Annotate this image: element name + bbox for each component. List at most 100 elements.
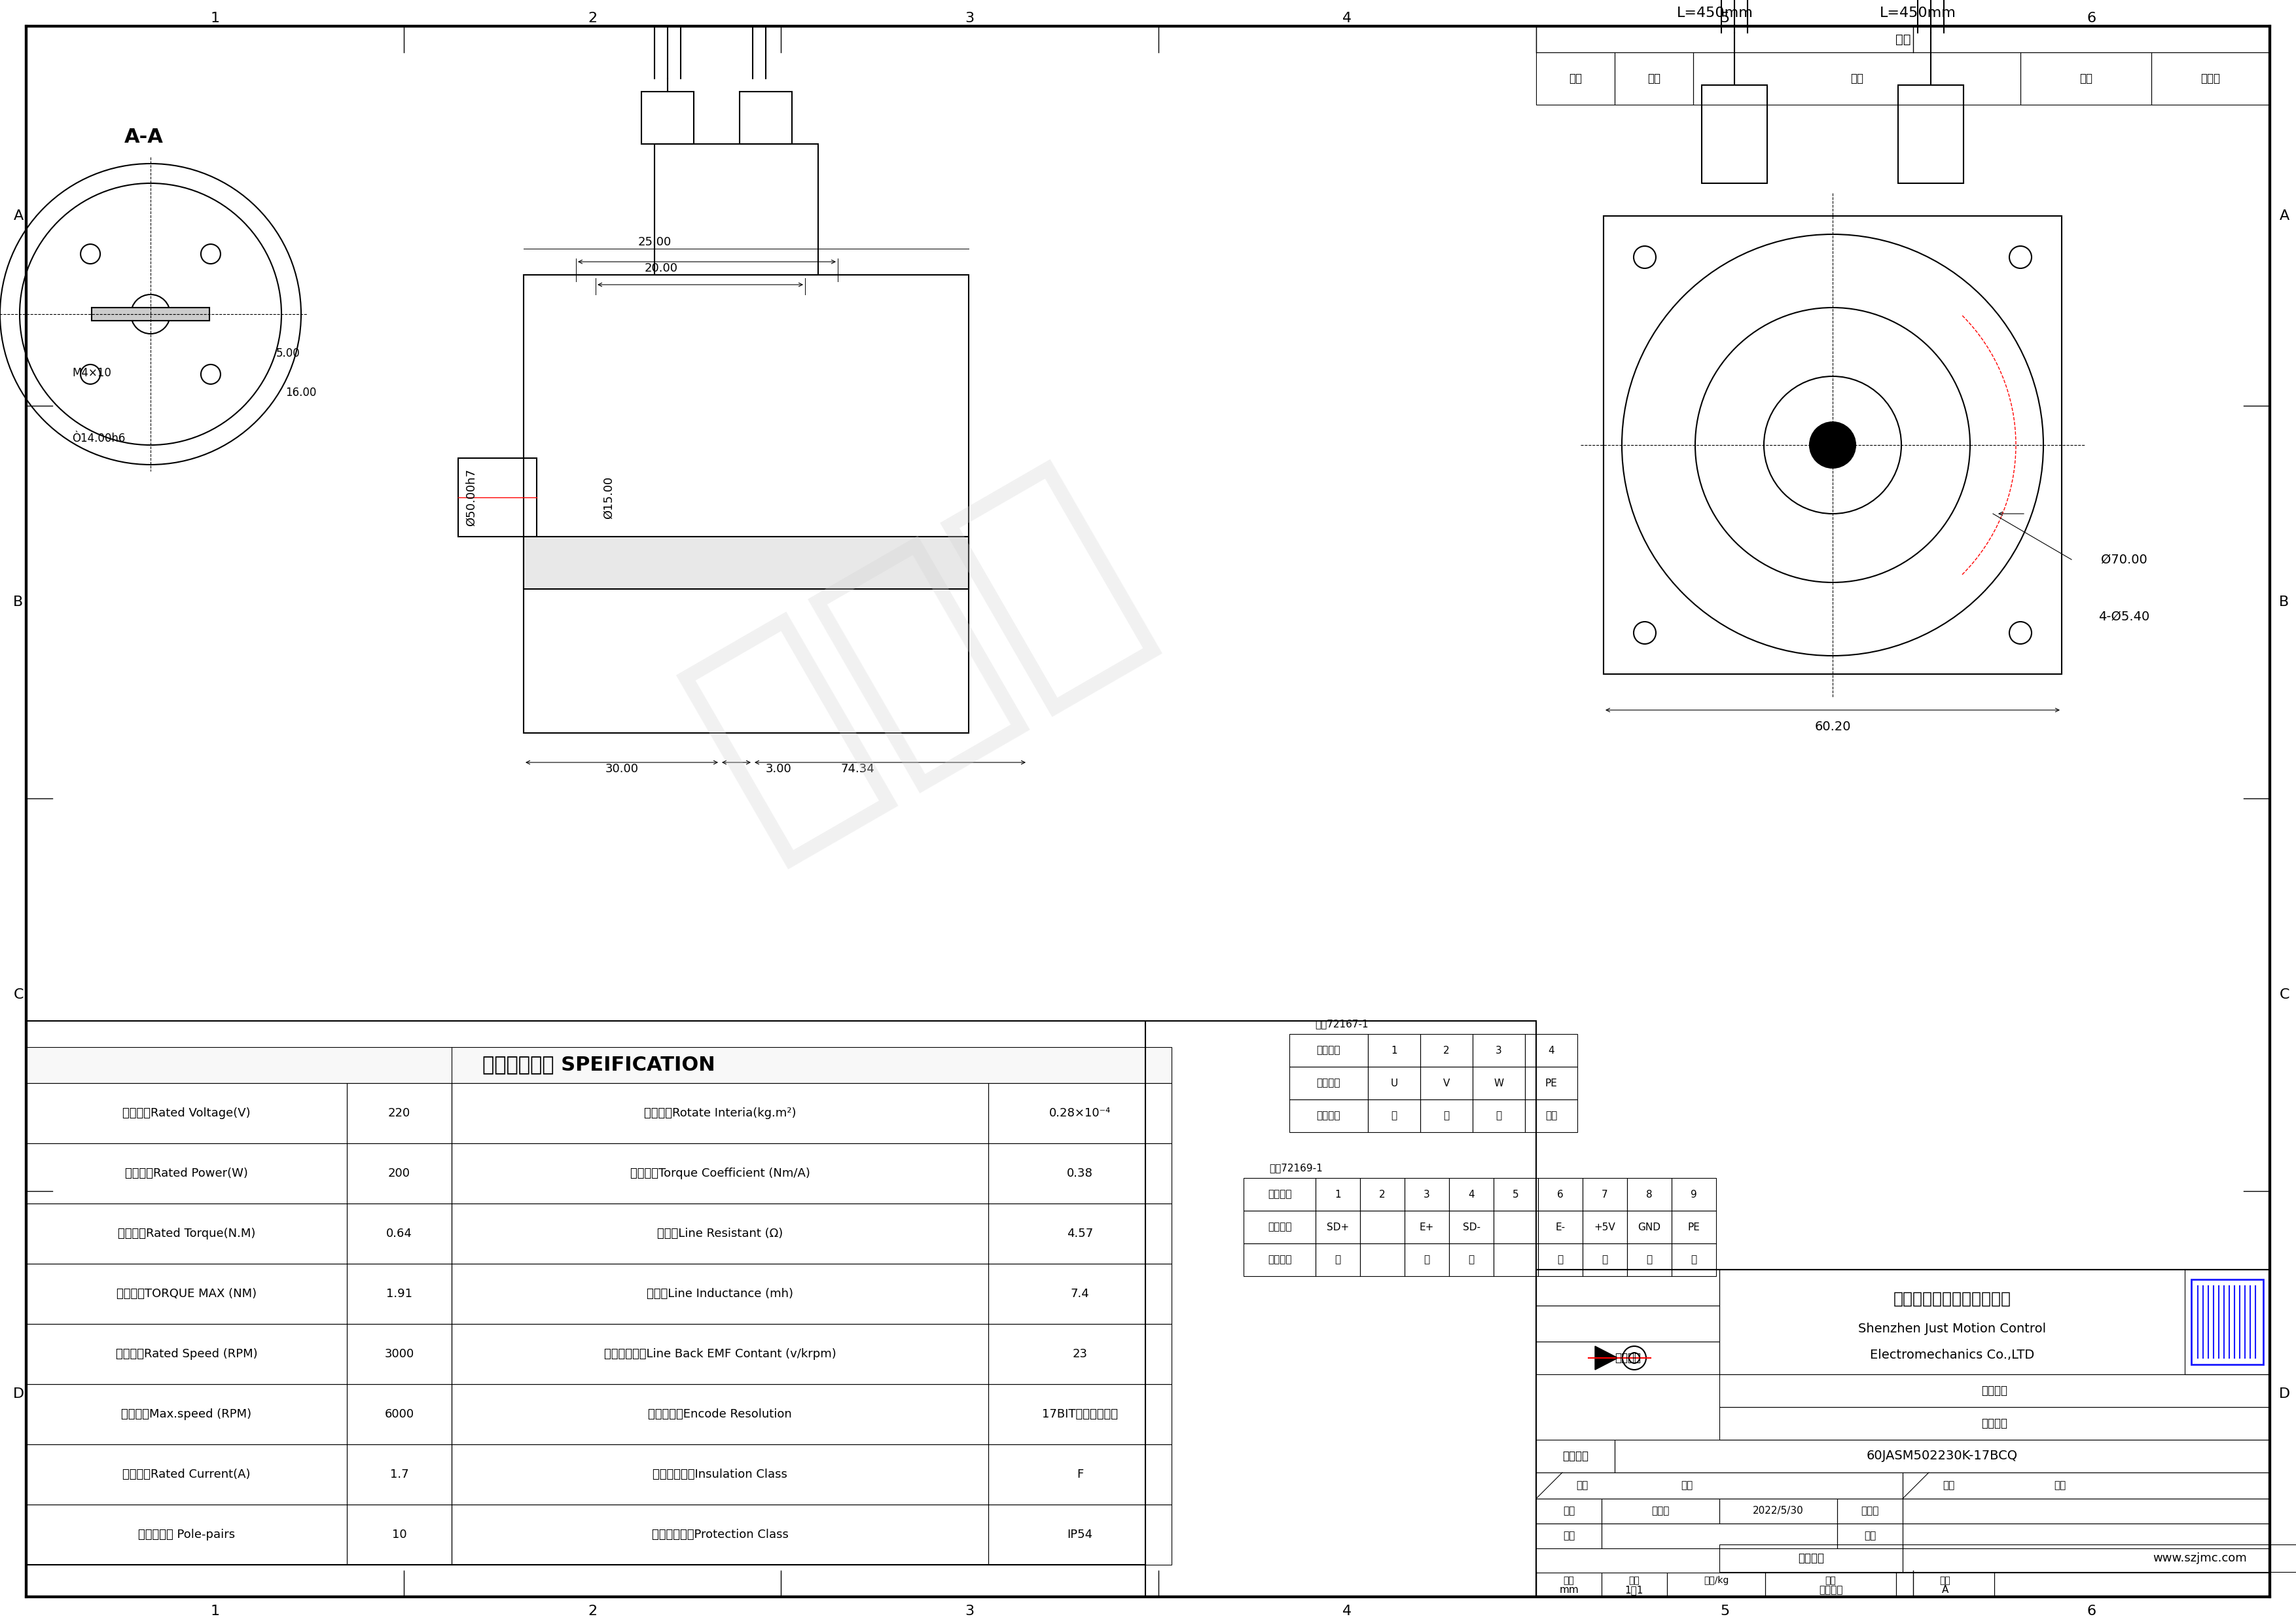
Text: 黄绻: 黄绻 <box>1545 1110 1557 1121</box>
Bar <box>452 1143 987 1204</box>
Bar <box>92 308 209 321</box>
Text: 版本: 版本 <box>1940 1576 1952 1586</box>
Text: 颜色定义: 颜色定义 <box>1267 1255 1290 1264</box>
Text: 3: 3 <box>1495 1045 1502 1055</box>
Text: 220: 220 <box>388 1107 411 1120</box>
Text: 金: 金 <box>1690 1255 1697 1264</box>
Text: GND: GND <box>1637 1222 1660 1232</box>
Text: 20.00: 20.00 <box>645 263 677 274</box>
Bar <box>1628 1243 1671 1276</box>
Bar <box>1472 1034 1525 1066</box>
Text: 2: 2 <box>588 1605 597 1618</box>
Bar <box>347 1143 452 1204</box>
Text: 10: 10 <box>393 1529 406 1540</box>
Text: 1.91: 1.91 <box>386 1289 413 1300</box>
Bar <box>1536 1573 1603 1597</box>
Text: 第张共张: 第张共张 <box>1818 1586 1844 1595</box>
Text: 杰美康: 杰美康 <box>657 433 1176 876</box>
Text: 2: 2 <box>1444 1045 1449 1055</box>
Text: A: A <box>14 209 23 222</box>
Bar <box>1538 1243 1582 1276</box>
Bar <box>347 1324 452 1384</box>
Text: Ø15.00: Ø15.00 <box>604 476 615 519</box>
Text: 6000: 6000 <box>383 1409 413 1420</box>
Text: W: W <box>1495 1078 1504 1087</box>
Text: 安膁72167-1: 安膁72167-1 <box>1316 1019 1368 1029</box>
Bar <box>459 458 537 537</box>
Bar <box>452 1444 987 1505</box>
Text: www.szjmc.com: www.szjmc.com <box>2154 1552 2248 1565</box>
Text: 李章锋: 李章锋 <box>1651 1506 1669 1516</box>
Text: 红: 红 <box>1603 1255 1607 1264</box>
Text: 2: 2 <box>1380 1190 1384 1199</box>
Text: 单位: 单位 <box>1564 1576 1575 1586</box>
Text: 信号引线: 信号引线 <box>1316 1078 1341 1087</box>
Bar <box>1316 1211 1359 1243</box>
Text: 公司网址: 公司网址 <box>1798 1552 1823 1565</box>
Text: 60JASM502230K-17BCQ: 60JASM502230K-17BCQ <box>1867 1449 2018 1462</box>
Bar <box>1421 1066 1472 1099</box>
Text: 0.38: 0.38 <box>1068 1167 1093 1180</box>
Text: 200: 200 <box>388 1167 411 1180</box>
Bar <box>1899 84 1963 183</box>
Text: 4: 4 <box>1343 1605 1352 1618</box>
Text: 修订人: 修订人 <box>2202 73 2220 84</box>
Text: PE: PE <box>1545 1078 1557 1087</box>
Text: 工艺: 工艺 <box>1864 1530 1876 1540</box>
Bar <box>1667 1573 1766 1597</box>
Bar <box>1290 1066 1368 1099</box>
Text: 修订: 修订 <box>1649 73 1660 84</box>
Bar <box>523 274 969 734</box>
Text: 8: 8 <box>1646 1190 1653 1199</box>
Bar <box>987 1505 1171 1565</box>
Bar <box>1536 1472 1903 1498</box>
Bar <box>1614 1440 2271 1472</box>
Bar <box>347 1083 452 1143</box>
Text: 电机绝缘等级Insulation Class: 电机绝缘等级Insulation Class <box>652 1469 788 1480</box>
Bar <box>1472 1066 1525 1099</box>
Bar <box>1720 1498 1837 1524</box>
Bar <box>1405 1178 1449 1211</box>
Bar <box>1582 1178 1628 1211</box>
Bar <box>1536 1524 1603 1548</box>
Bar <box>987 1384 1171 1444</box>
Bar <box>1671 1243 1715 1276</box>
Text: 产品名称: 产品名称 <box>1981 1417 2007 1430</box>
Text: 30.00: 30.00 <box>606 763 638 774</box>
Text: 4-Ø5.40: 4-Ø5.40 <box>2099 610 2149 623</box>
Text: 23: 23 <box>1072 1349 1088 1360</box>
Bar <box>25 1143 347 1204</box>
Text: E-: E- <box>1554 1222 1566 1232</box>
Text: 1: 1 <box>211 11 220 24</box>
Text: 产品型号: 产品型号 <box>1561 1451 1589 1462</box>
Text: 1: 1 <box>1334 1190 1341 1199</box>
Bar <box>25 1324 347 1384</box>
Bar <box>1671 1178 1715 1211</box>
Text: 页数: 页数 <box>1825 1576 1837 1586</box>
Bar <box>1368 1066 1421 1099</box>
Bar <box>25 1264 347 1324</box>
Text: SD+: SD+ <box>1327 1222 1350 1232</box>
Bar <box>452 1505 987 1565</box>
Bar <box>25 1204 347 1264</box>
Text: Electromechanics Co.,LTD: Electromechanics Co.,LTD <box>1869 1349 2034 1362</box>
Text: C: C <box>2280 988 2289 1001</box>
Bar <box>1495 1178 1538 1211</box>
Bar <box>347 1204 452 1264</box>
Text: 5: 5 <box>1513 1190 1520 1199</box>
Text: 签名: 签名 <box>1942 1480 1954 1490</box>
Bar <box>1766 1573 1896 1597</box>
Bar <box>1495 1243 1538 1276</box>
Bar <box>1720 1269 2271 1375</box>
Bar <box>987 1204 1171 1264</box>
Text: 0.28×10⁻⁴: 0.28×10⁻⁴ <box>1049 1107 1111 1120</box>
Text: Ø50.00h7: Ø50.00h7 <box>466 469 478 526</box>
Text: 4.57: 4.57 <box>1068 1227 1093 1240</box>
Bar <box>452 1204 987 1264</box>
Text: 线电阵Line Resistant (Ω): 线电阵Line Resistant (Ω) <box>657 1227 783 1240</box>
Text: 投影方式: 投影方式 <box>1614 1352 1642 1363</box>
Text: 1.7: 1.7 <box>390 1469 409 1480</box>
Text: 红: 红 <box>1391 1110 1396 1121</box>
Text: 线反电势常数Line Back EMF Contant (v/krpm): 线反电势常数Line Back EMF Contant (v/krpm) <box>604 1349 836 1360</box>
Text: A-A: A-A <box>124 128 163 148</box>
